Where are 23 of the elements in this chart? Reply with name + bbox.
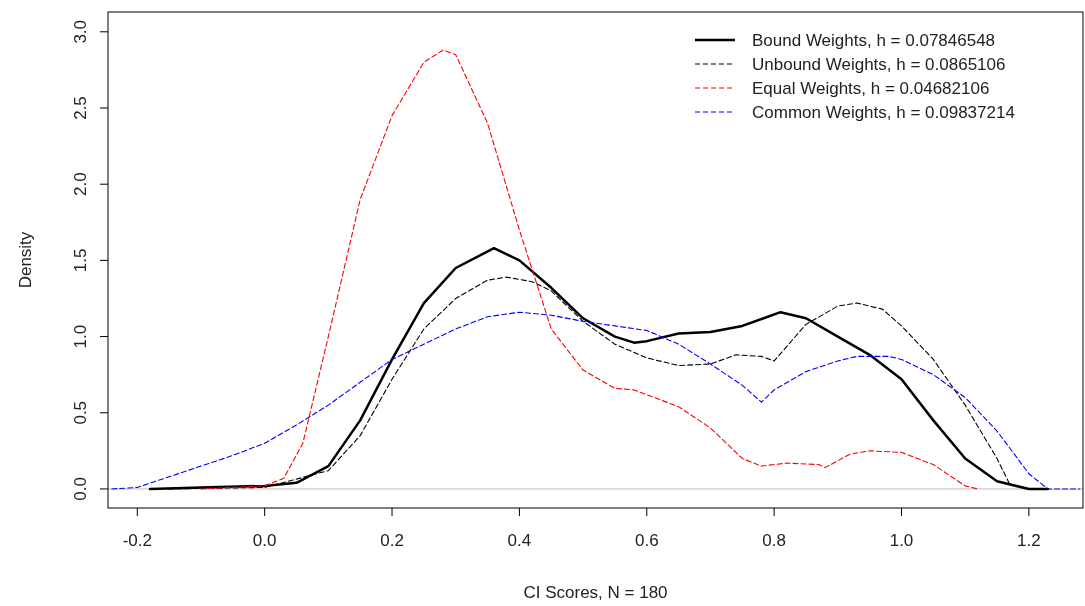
- legend-label: Common Weights, h = 0.09837214: [752, 103, 1015, 122]
- x-tick-label: 0.0: [252, 531, 277, 550]
- legend-label: Unbound Weights, h = 0.0865106: [752, 55, 1006, 74]
- y-tick-label: 1.5: [71, 248, 90, 273]
- y-axis-title: Density: [16, 231, 35, 289]
- x-tick-label: 1.0: [889, 531, 914, 550]
- x-tick-label: -0.2: [122, 531, 152, 550]
- x-tick-label: 0.6: [634, 531, 659, 550]
- x-tick-label: 0.8: [762, 531, 786, 550]
- x-tick-label: 0.2: [380, 531, 404, 550]
- x-tick-label: 1.2: [1017, 531, 1041, 550]
- x-axis-title: CI Scores, N = 180: [523, 583, 668, 602]
- y-tick-label: 0.0: [71, 477, 90, 501]
- line-series: [111, 311, 1081, 490]
- legend-label: Equal Weights, h = 0.04682106: [752, 79, 990, 98]
- y-tick-label: 2.0: [71, 172, 90, 197]
- y-tick-label: 3.0: [71, 19, 90, 44]
- legend-label: Bound Weights, h = 0.07846548: [752, 31, 996, 50]
- line-series: [148, 246, 1050, 491]
- x-tick-label: 0.4: [507, 531, 532, 550]
- y-tick-label: 0.5: [71, 400, 90, 425]
- y-tick-label: 2.5: [71, 96, 90, 120]
- y-tick-label: 1.0: [71, 324, 90, 349]
